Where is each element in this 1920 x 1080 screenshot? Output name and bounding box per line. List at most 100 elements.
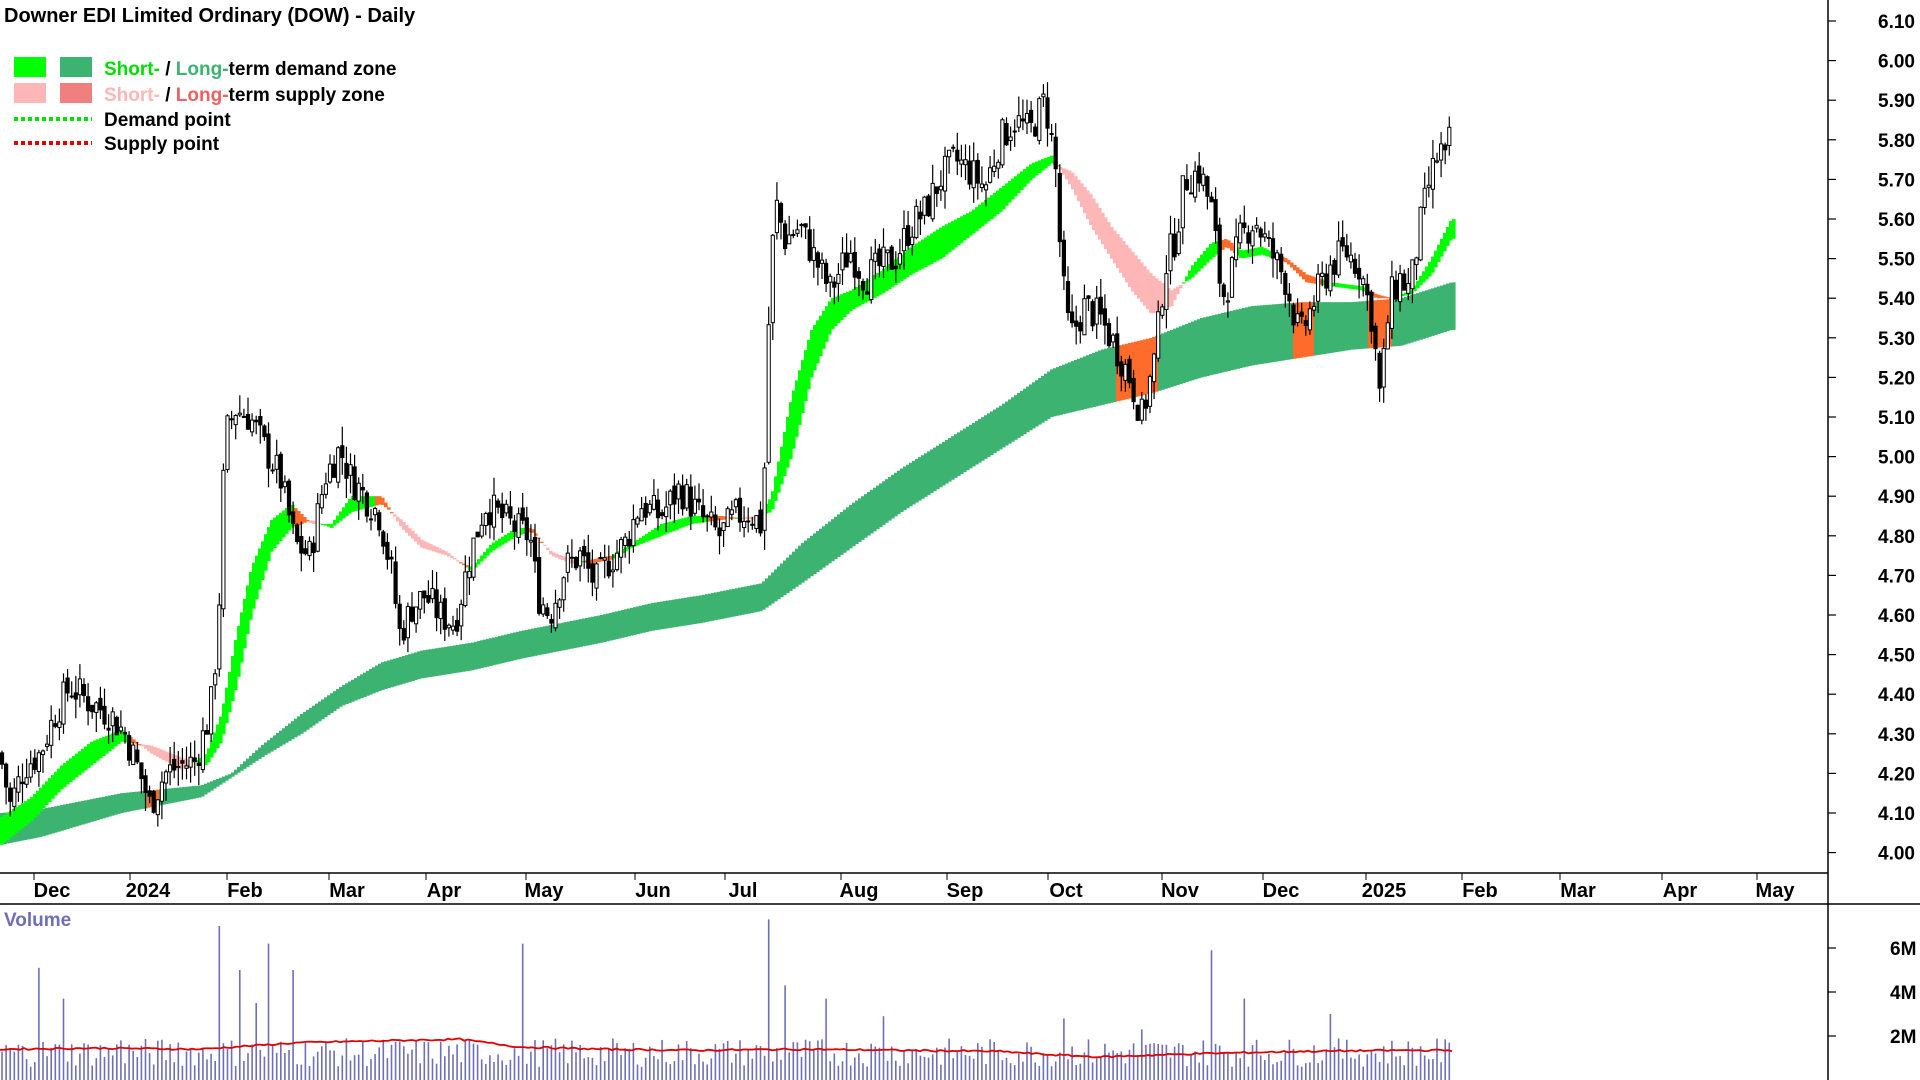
short-term-zone-slice: [882, 268, 886, 293]
candle: [992, 149, 997, 178]
short-term-zone-slice: [1377, 294, 1381, 299]
candle: [159, 771, 165, 820]
short-term-zone-slice: [684, 517, 688, 527]
long-term-zone-slice: [396, 657, 400, 686]
short-term-zone-slice: [1068, 170, 1072, 185]
candle: [163, 769, 169, 801]
long-term-zone-slice: [561, 622, 565, 651]
candle: [143, 769, 148, 811]
long-term-zone-slice: [1179, 326, 1183, 385]
long-term-zone-slice: [792, 551, 796, 589]
short-term-zone-slice: [1350, 285, 1354, 289]
candle: [594, 561, 599, 601]
short-term-zone-slice: [843, 293, 847, 318]
long-term-zone-slice: [36, 809, 40, 838]
candle: [1106, 318, 1112, 348]
long-term-zone-slice: [969, 424, 973, 469]
candle: [655, 488, 661, 531]
long-term-zone-slice: [84, 800, 88, 824]
long-term-zone-slice: [129, 792, 133, 812]
long-term-zone-slice: [246, 758, 250, 767]
long-term-zone-slice: [1254, 305, 1258, 365]
long-term-zone-slice: [870, 489, 874, 534]
short-term-zone-slice: [27, 799, 31, 824]
long-term-zone-slice: [1176, 327, 1180, 386]
candle: [1000, 117, 1005, 168]
candle: [1078, 315, 1083, 344]
short-term-zone-slice: [1230, 242, 1234, 251]
short-term-zone-slice: [963, 214, 967, 241]
short-term-zone-slice: [711, 516, 715, 522]
candle: [352, 454, 357, 501]
long-term-zone-slice: [936, 445, 940, 490]
long-term-zone-slice: [303, 711, 307, 732]
short-term-zone-slice: [1152, 276, 1156, 314]
candle: [204, 724, 210, 735]
long-term-zone-slice: [756, 584, 760, 612]
short-term-zone-slice: [987, 197, 991, 222]
long-term-zone-slice: [738, 587, 742, 616]
long-term-zone-slice: [1221, 313, 1225, 373]
candle: [549, 614, 554, 633]
short-term-zone-slice: [1158, 280, 1162, 311]
long-term-zone-slice: [1068, 362, 1072, 413]
long-term-zone-slice: [774, 569, 778, 602]
long-term-zone-slice: [1377, 300, 1381, 348]
short-term-zone-slice: [924, 237, 928, 268]
legend-demand-rest: term demand zone: [229, 59, 397, 80]
short-term-zone-slice: [417, 536, 421, 545]
short-term-zone-slice: [1374, 293, 1378, 298]
short-term-zone-slice: [1203, 251, 1207, 266]
short-term-zone-slice: [780, 446, 784, 485]
short-term-zone-slice: [918, 241, 922, 271]
long-term-zone-slice: [1341, 302, 1345, 352]
long-term-zone-slice: [1161, 333, 1165, 390]
candle: [291, 501, 296, 535]
candle: [422, 590, 427, 614]
long-term-zone-slice: [30, 810, 34, 839]
price-tick-label: 4.00: [1878, 844, 1915, 865]
long-term-zone-slice: [567, 621, 571, 650]
long-term-zone-slice: [1287, 303, 1291, 360]
long-term-zone-slice: [1398, 298, 1402, 346]
short-term-zone-slice: [1008, 180, 1012, 203]
short-term-zone-slice: [531, 529, 535, 533]
short-term-zone-slice: [345, 503, 349, 516]
short-term-zone-slice: [1443, 232, 1447, 252]
long-term-zone-slice: [726, 590, 730, 618]
candle: [1016, 96, 1021, 133]
short-term-zone-slice: [1356, 285, 1360, 290]
short-term-zone-slice: [81, 748, 85, 773]
long-term-zone-slice: [249, 755, 253, 765]
candle: [229, 410, 234, 430]
long-term-zone-slice: [906, 464, 910, 509]
short-term-zone-slice: [927, 235, 931, 266]
long-term-zone-slice: [519, 631, 523, 659]
candle: [1135, 404, 1140, 422]
candle: [1180, 175, 1185, 245]
short-term-zone-slice: [984, 199, 988, 224]
long-term-zone-slice: [1026, 386, 1030, 433]
short-term-zone-slice: [84, 746, 88, 771]
short-term-zone-slice: [42, 784, 46, 809]
long-term-zone-slice: [1275, 304, 1279, 362]
short-term-zone-slice: [102, 736, 106, 756]
long-term-zone-slice: [81, 800, 85, 825]
long-term-zone-slice: [609, 612, 613, 641]
candle: [569, 539, 574, 568]
short-term-zone-slice: [1224, 239, 1228, 248]
candle: [692, 485, 697, 516]
short-term-zone-slice: [108, 734, 112, 752]
long-term-zone-slice: [177, 787, 181, 802]
candle: [737, 487, 743, 532]
long-term-zone-slice: [1074, 359, 1078, 412]
candle: [639, 497, 644, 522]
long-term-zone-slice: [867, 492, 871, 536]
short-term-zone-slice: [1215, 241, 1219, 255]
candle: [947, 149, 952, 174]
long-term-zone-slice: [387, 660, 391, 689]
short-term-zone-slice: [675, 519, 679, 530]
short-term-zone-slice: [363, 496, 367, 509]
candle: [717, 518, 722, 555]
long-term-zone-slice: [978, 419, 982, 463]
